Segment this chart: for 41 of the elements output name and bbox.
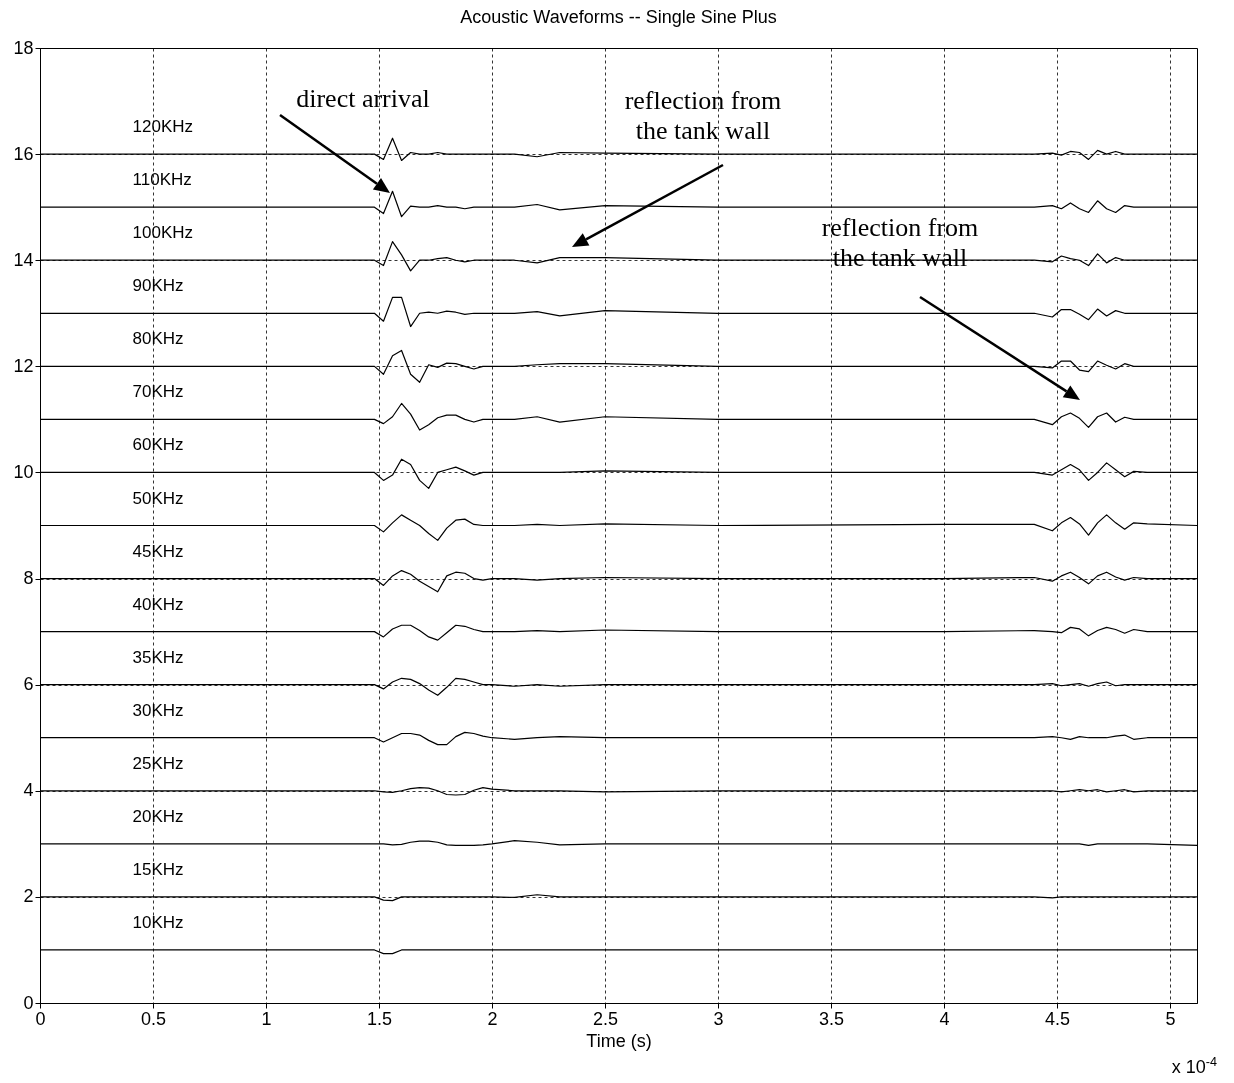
x-tick-label: 4 [939,1008,950,1029]
y-tick-label: 0 [23,992,34,1013]
x-tick-label: 4.5 [1044,1008,1070,1029]
series-label: 25KHz [132,753,184,773]
y-tick-label: 10 [13,461,34,482]
series-label: 80KHz [132,329,184,349]
x-tick-label: 3.5 [818,1008,844,1029]
y-tick-label: 4 [23,780,34,801]
annotation: reflection from the tank wall [624,86,782,145]
series-label: 45KHz [132,541,184,561]
series-label: 90KHz [132,276,184,296]
series-label: 15KHz [132,859,184,879]
y-tick-label: 8 [23,568,34,589]
series-label: 35KHz [132,647,184,667]
chart-title: Acoustic Waveforms -- Single Sine Plus [460,7,777,27]
x-tick-label: 5 [1165,1008,1176,1029]
x-tick-label: 2 [487,1008,498,1029]
annotation: direct arrival [296,84,430,113]
text: x 10$^{-4}$ [1171,1055,1217,1077]
series-label: 20KHz [132,806,184,826]
y-tick-label: 6 [23,674,34,695]
y-tick-label: 16 [13,143,34,164]
x-tick-label: 3 [713,1008,724,1029]
y-tick-label: 14 [13,249,34,270]
x-tick-label: 2.5 [592,1008,618,1029]
series-label: 100KHz [132,223,194,243]
series-label: 60KHz [132,435,184,455]
series-label: 30KHz [132,700,184,720]
series-label: 70KHz [132,382,184,402]
series-label: 10KHz [132,912,184,932]
series-label: 50KHz [132,488,184,508]
series-label: 110KHz [132,170,192,190]
y-tick-label: 2 [23,886,34,907]
x-axis-title: Time (s) [586,1030,652,1051]
x-tick-label: 0.5 [140,1008,166,1029]
series-label: 120KHz [132,117,194,137]
x-tick-label: 1 [261,1008,272,1029]
y-tick-label: 18 [13,37,34,58]
x-tick-label: 1.5 [366,1008,392,1029]
y-tick-label: 12 [13,355,34,376]
series-label: 40KHz [132,594,184,614]
